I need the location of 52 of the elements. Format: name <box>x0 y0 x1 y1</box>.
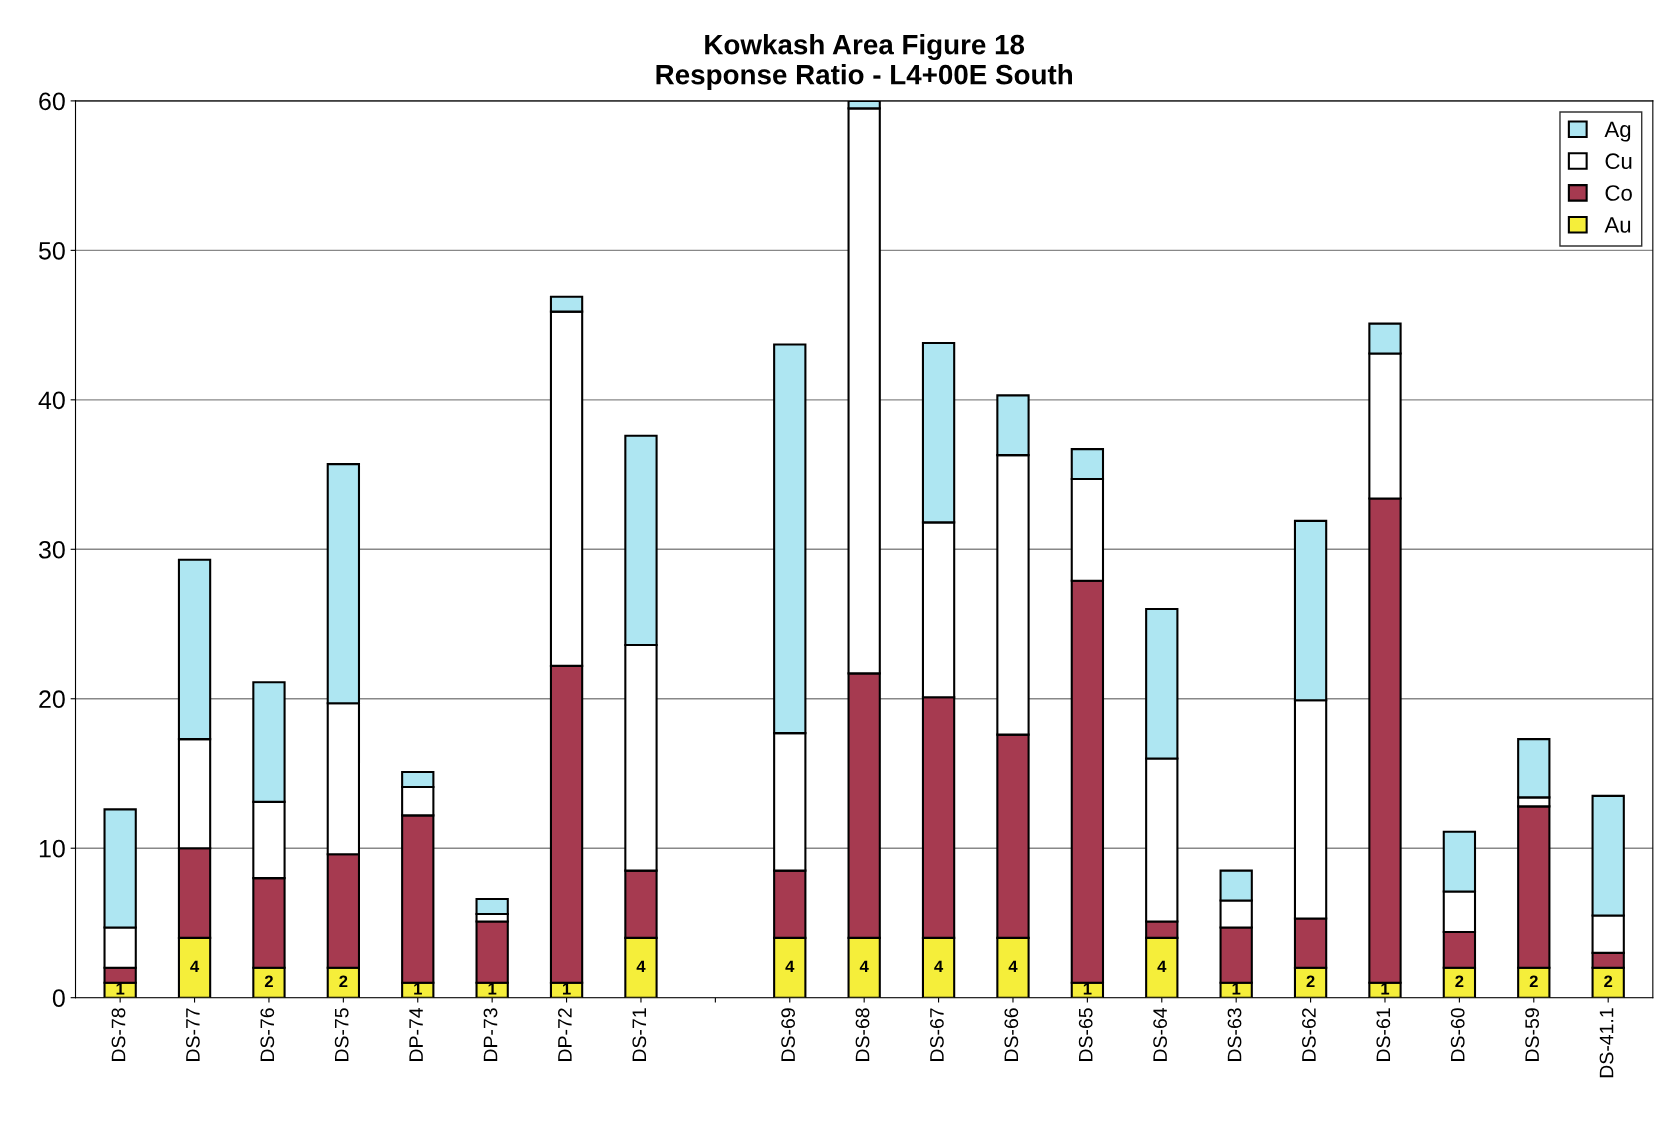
chart-title: Kowkash Area Figure 18 Response Ratio - L4+00E South <box>656 34 1072 90</box>
y-tick-label: 50 <box>38 241 65 260</box>
x-tick-label: DP-72 <box>558 1008 572 1061</box>
data-label: 4 <box>785 960 795 973</box>
x-tick-label: DS-75 <box>334 1008 349 1061</box>
x-tick-label: DS-60 <box>1450 1008 1465 1061</box>
x-tick-label: DS-41.1 <box>1599 1008 1614 1078</box>
x-tick-label: DS-64 <box>1153 1007 1167 1061</box>
x-tick-label: DS-65 <box>1078 1008 1093 1061</box>
data-label: 1 <box>1083 983 1092 995</box>
y-tick-label: 10 <box>39 839 65 858</box>
data-label: 4 <box>636 960 646 973</box>
legend-label: Co <box>1605 185 1632 201</box>
data-label: 1 <box>1232 983 1241 995</box>
y-tick-label: 30 <box>38 540 65 559</box>
data-label: 2 <box>339 975 348 988</box>
x-tick-label: DS-66 <box>1004 1008 1019 1061</box>
y-tick-label: 40 <box>38 391 65 410</box>
data-label: 4 <box>1157 960 1167 973</box>
legend-label: Ag <box>1604 121 1631 142</box>
data-label: 2 <box>1455 975 1464 988</box>
data-label: 1 <box>414 983 422 995</box>
data-label: 4 <box>1008 960 1018 973</box>
y-tick-label: 60 <box>39 92 65 111</box>
data-label: 2 <box>1604 975 1613 988</box>
data-label: 2 <box>1306 975 1315 988</box>
x-tick-label: DS-62 <box>1302 1008 1316 1061</box>
x-tick-label: DS-63 <box>1227 1008 1242 1061</box>
x-tick-label: DS-71 <box>632 1008 647 1061</box>
legend-label: Cu <box>1605 153 1632 170</box>
x-tick-label: DS-78 <box>111 1008 126 1061</box>
data-label: 1 <box>488 983 497 995</box>
data-label: 1 <box>116 983 125 995</box>
legend-label: Au <box>1604 217 1631 233</box>
x-tick-label: DP-74 <box>409 1007 423 1061</box>
x-tick-label: DP-73 <box>483 1008 498 1061</box>
data-label: 2 <box>1529 975 1538 988</box>
data-label: 1 <box>562 983 571 995</box>
y-tick-label: 20 <box>39 690 65 709</box>
data-label: 4 <box>859 960 869 973</box>
x-tick-label: DS-68 <box>855 1008 870 1061</box>
data-label: 4 <box>934 960 944 973</box>
x-tick-label: DS-59 <box>1525 1008 1540 1061</box>
data-label: 2 <box>264 975 273 988</box>
x-tick-label: DS-77 <box>186 1008 200 1061</box>
x-tick-label: DS-69 <box>781 1008 795 1061</box>
x-tick-label: DS-61 <box>1376 1008 1391 1061</box>
x-tick-label: DS-67 <box>930 1008 944 1061</box>
y-tick-label: 0 <box>52 989 65 1007</box>
x-tick-label: DS-76 <box>260 1008 275 1061</box>
data-label: 4 <box>190 960 200 973</box>
data-label: 1 <box>1381 983 1390 995</box>
